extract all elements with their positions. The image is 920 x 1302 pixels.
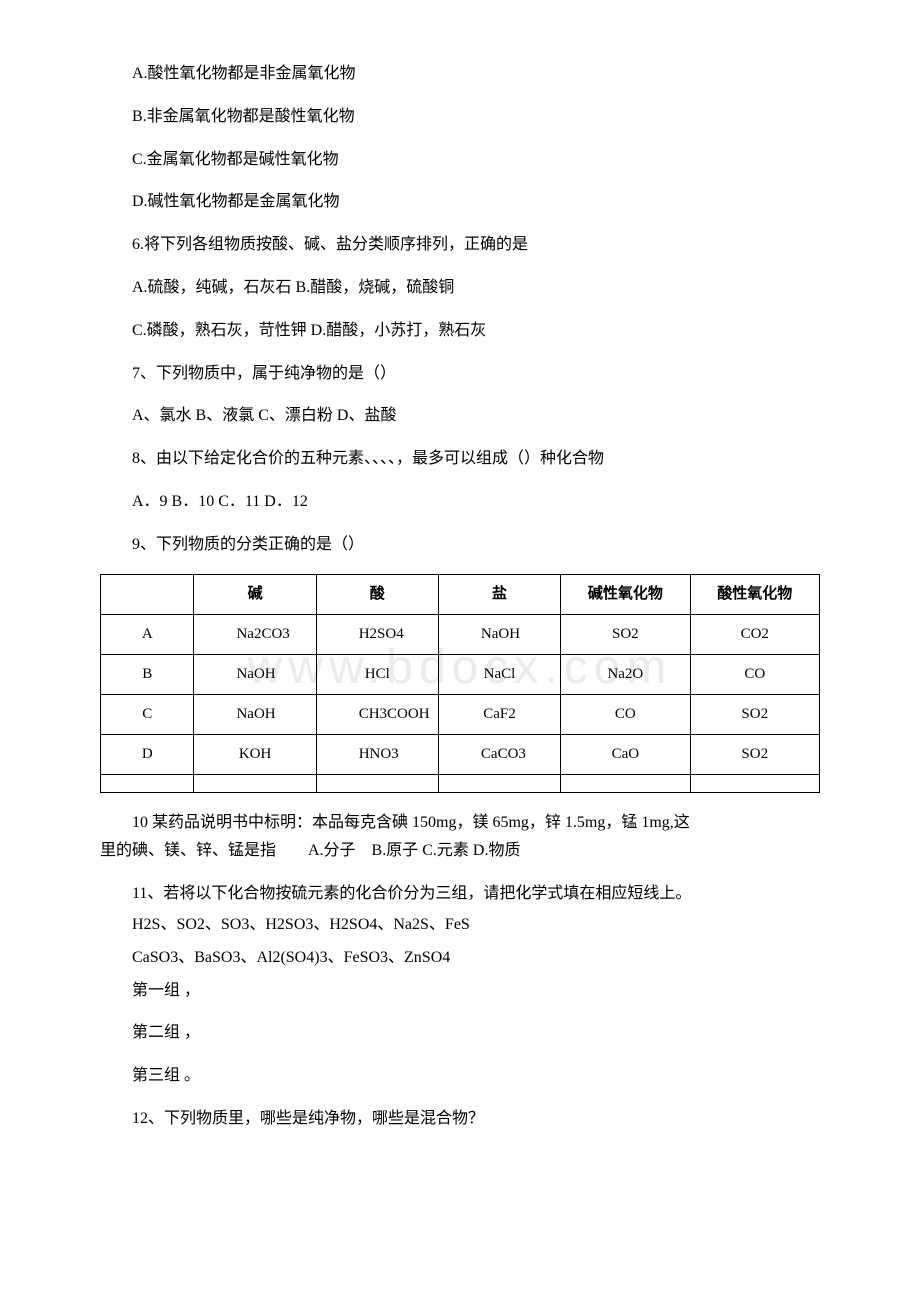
cell-empty [561, 774, 690, 792]
option-c: C.金属氧化物都是碱性氧化物 [100, 146, 820, 175]
cell-empty [101, 774, 194, 792]
q8-options: A．9 B．10 C．11 D．12 [100, 488, 820, 517]
question-11: 11、若将以下化合物按硫元素的化合价分为三组，请把化学式填在相应短线上。 [100, 880, 820, 909]
cell: KOH [194, 734, 316, 774]
cell: SO2 [690, 694, 819, 734]
cell: CaO [561, 734, 690, 774]
q10-line1: 10 某药品说明书中标明：本品每克含碘 150mg，镁 65mg，锌 1.5mg… [132, 814, 690, 831]
cell: Na2CO3 [194, 614, 316, 654]
cell: CO2 [690, 614, 819, 654]
question-6: 6.将下列各组物质按酸、碱、盐分类顺序排列，正确的是 [100, 231, 820, 260]
q10-line2: 里的碘、镁、锌、锰是指 A.分子 B.原子 C.元素 D.物质 [100, 842, 520, 859]
cell-row-label: D [101, 734, 194, 774]
q11-group3: 第三组 。 [100, 1062, 820, 1091]
cell: NaOH [438, 614, 560, 654]
q11-compounds-1: H2S、SO2、SO3、H2SO3、H2SO4、Na2S、FeS [100, 911, 820, 940]
cell: CH3COOH [316, 694, 438, 734]
table-row: A Na2CO3 H2SO4 NaOH SO2 CO2 [101, 614, 820, 654]
table-header-row: 碱 酸 盐 碱性氧化物 酸性氧化物 [101, 574, 820, 614]
q6-options-cd: C.磷酸，熟石灰，苛性钾 D.醋酸，小苏打，熟石灰 [100, 317, 820, 346]
cell: H2SO4 [316, 614, 438, 654]
header-salt: 盐 [438, 574, 560, 614]
q6-options-ab: A.硫酸，纯碱，石灰石 B.醋酸，烧碱，硫酸铜 [100, 274, 820, 303]
cell: CaCO3 [438, 734, 560, 774]
option-d: D.碱性氧化物都是金属氧化物 [100, 188, 820, 217]
cell-row-label: C [101, 694, 194, 734]
question-10: 10 某药品说明书中标明：本品每克含碘 150mg，镁 65mg，锌 1.5mg… [100, 809, 820, 867]
header-acidic-oxide: 酸性氧化物 [690, 574, 819, 614]
cell-empty [316, 774, 438, 792]
cell: SO2 [561, 614, 690, 654]
header-acid: 酸 [316, 574, 438, 614]
q11-group2: 第二组 ， [100, 1019, 820, 1048]
q11-group1: 第一组 ， [100, 977, 820, 1006]
q7-options: A、氯水 B、液氯 C、漂白粉 D、盐酸 [100, 402, 820, 431]
cell-row-label: A [101, 614, 194, 654]
question-8: 8、由以下给定化合价的五种元素、、、、，最多可以组成（）种化合物 [100, 445, 820, 474]
cell: CaF2 [438, 694, 560, 734]
q11-compounds-2: CaSO3、BaSO3、Al2(SO4)3、FeSO3、ZnSO4 [100, 944, 820, 973]
cell-row-label: B [101, 654, 194, 694]
cell: NaCl [438, 654, 560, 694]
option-a: A.酸性氧化物都是非金属氧化物 [100, 60, 820, 89]
header-base: 碱 [194, 574, 316, 614]
cell: HNO3 [316, 734, 438, 774]
document-content: A.酸性氧化物都是非金属氧化物 B.非金属氧化物都是酸性氧化物 C.金属氧化物都… [100, 60, 820, 1134]
cell: HCl [316, 654, 438, 694]
cell-empty [438, 774, 560, 792]
question-7: 7、下列物质中，属于纯净物的是（） [100, 360, 820, 389]
table-row: B NaOH HCl NaCl Na2O CO [101, 654, 820, 694]
cell-empty [194, 774, 316, 792]
option-b: B.非金属氧化物都是酸性氧化物 [100, 103, 820, 132]
table-row: D KOH HNO3 CaCO3 CaO SO2 [101, 734, 820, 774]
cell: SO2 [690, 734, 819, 774]
cell: CO [561, 694, 690, 734]
header-basic-oxide: 碱性氧化物 [561, 574, 690, 614]
classification-table: 碱 酸 盐 碱性氧化物 酸性氧化物 A Na2CO3 H2SO4 NaOH SO… [100, 574, 820, 793]
cell: CO [690, 654, 819, 694]
cell: NaOH [194, 654, 316, 694]
cell: Na2O [561, 654, 690, 694]
question-9: 9、下列物质的分类正确的是（） [100, 531, 820, 560]
cell-empty [690, 774, 819, 792]
header-blank [101, 574, 194, 614]
cell: NaOH [194, 694, 316, 734]
question-12: 12、下列物质里，哪些是纯净物，哪些是混合物？ [100, 1105, 820, 1134]
table-row: C NaOH CH3COOH CaF2 CO SO2 [101, 694, 820, 734]
table-empty-row [101, 774, 820, 792]
